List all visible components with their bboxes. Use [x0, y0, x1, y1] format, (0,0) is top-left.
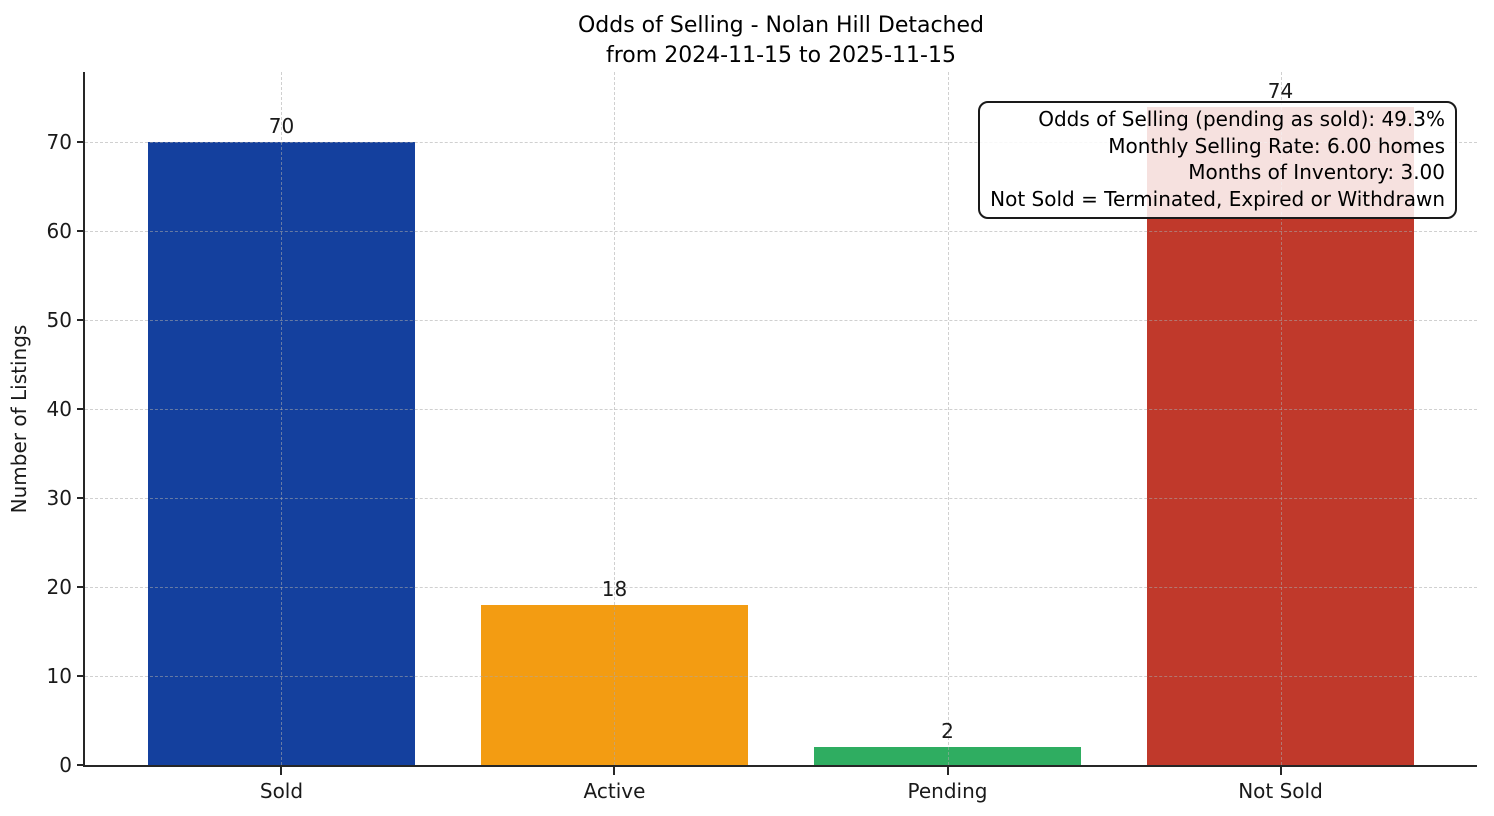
- y-tick-mark: [77, 497, 85, 500]
- x-axis-spine: [83, 765, 1477, 767]
- y-tick-mark: [77, 408, 85, 411]
- annotation-line: Odds of Selling (pending as sold): 49.3%: [1038, 107, 1445, 131]
- gridline-vertical: [1280, 72, 1282, 765]
- y-axis-spine: [83, 72, 85, 767]
- gridline-horizontal: [85, 676, 1477, 678]
- gridline-horizontal: [85, 409, 1477, 411]
- x-tick-label: Not Sold: [1238, 779, 1323, 803]
- annotation-line: Months of Inventory: 3.00: [1188, 160, 1445, 184]
- y-tick-mark: [77, 675, 85, 678]
- x-tick-label: Sold: [259, 779, 304, 803]
- gridline-horizontal: [85, 231, 1477, 233]
- gridline-horizontal: [85, 142, 1477, 144]
- bar-value-label: 74: [1267, 78, 1294, 103]
- gridline-vertical: [281, 72, 283, 765]
- y-tick-label: 60: [46, 219, 72, 244]
- x-tick-mark: [1279, 767, 1282, 775]
- y-tick-label: 20: [46, 575, 72, 600]
- y-tick-label: 30: [46, 486, 72, 511]
- x-tick-mark: [280, 767, 283, 775]
- bar-value-label: 2: [941, 719, 954, 744]
- annotation-line: Not Sold = Terminated, Expired or Withdr…: [990, 186, 1445, 211]
- y-tick-mark: [77, 319, 85, 322]
- bar-value-label: 18: [601, 576, 628, 601]
- x-tick-mark: [946, 767, 949, 775]
- annotation-line: Monthly Selling Rate: 6.00 homes: [1108, 133, 1445, 158]
- chart-title-line2: from 2024-11-15 to 2025-11-15: [606, 43, 956, 68]
- y-tick-mark: [77, 764, 85, 766]
- y-tick-mark: [77, 141, 85, 144]
- gridline-horizontal: [85, 498, 1477, 500]
- y-tick-label: 70: [46, 130, 72, 155]
- gridline-horizontal: [85, 587, 1477, 589]
- gridline-vertical: [614, 72, 616, 765]
- y-tick-mark: [77, 586, 85, 589]
- bar-value-label: 70: [268, 114, 295, 139]
- y-tick-label: 0: [59, 753, 72, 777]
- gridline-horizontal: [85, 320, 1477, 322]
- chart-title-line1: Odds of Selling - Nolan Hill Detached: [577, 13, 984, 38]
- y-tick-label: 50: [46, 308, 72, 333]
- x-tick-label: Active: [583, 779, 646, 803]
- gridline-vertical: [947, 72, 949, 765]
- x-tick-label: Pending: [907, 779, 988, 803]
- y-tick-label: 10: [46, 664, 72, 689]
- y-tick-label: 40: [46, 397, 72, 422]
- stats-annotation-box: Odds of Selling (pending as sold): 49.3%…: [978, 101, 1457, 219]
- chart-title: Odds of Selling - Nolan Hill Detached fr…: [85, 11, 1477, 71]
- y-tick-mark: [77, 230, 85, 233]
- x-tick-mark: [613, 767, 616, 775]
